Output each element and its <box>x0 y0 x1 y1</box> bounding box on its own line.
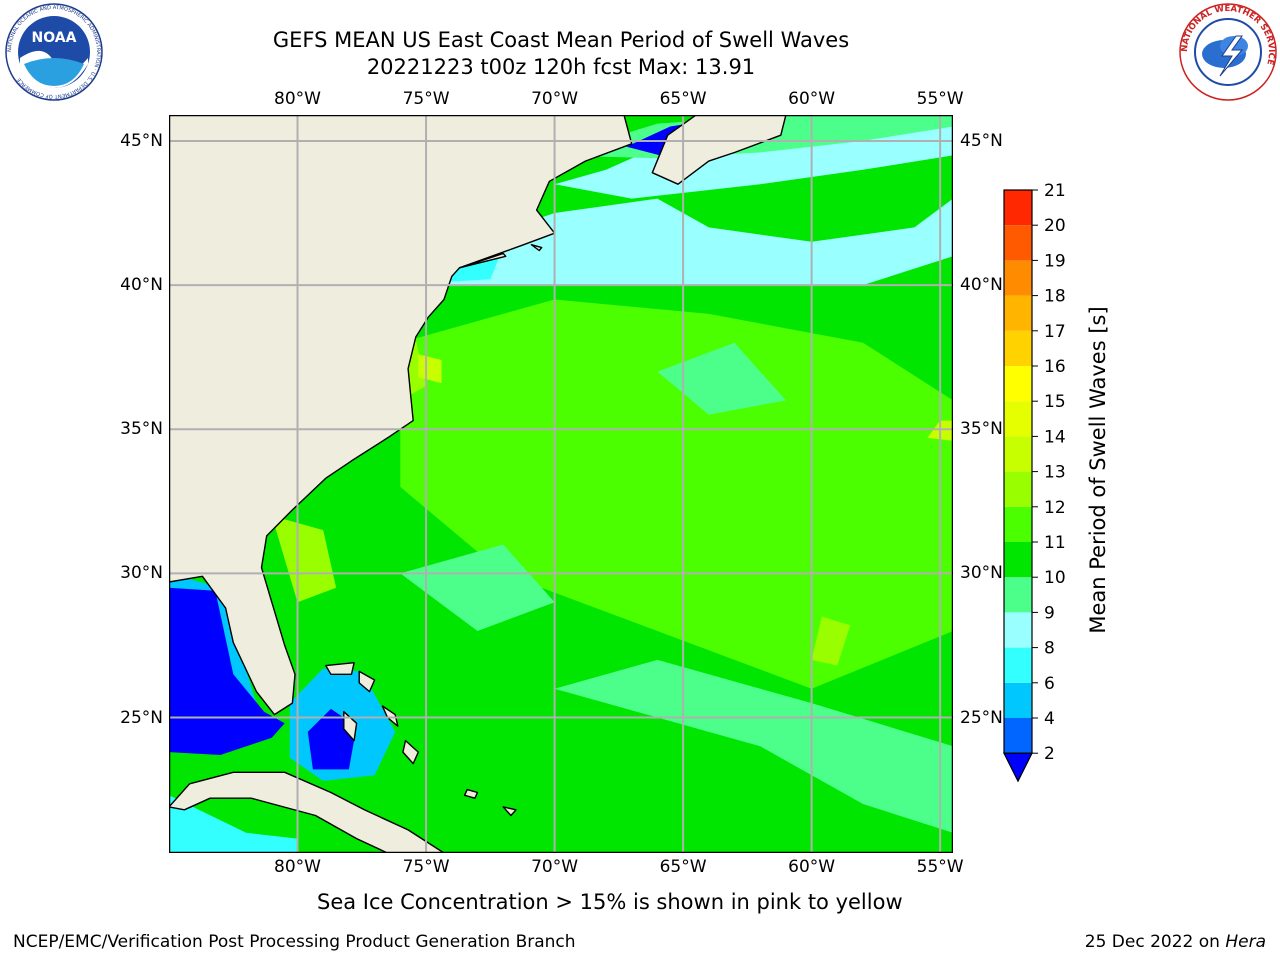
lat-tick-label-right: 35°N <box>960 419 1003 440</box>
swell-region-2 <box>400 544 555 631</box>
island-0 <box>325 662 355 675</box>
lat-tick-label-left: 45°N <box>120 130 163 151</box>
footer-credit: NCEP/EMC/Verification Post Processing Pr… <box>13 932 576 952</box>
colorbar-box <box>1004 330 1032 366</box>
sea-ice-note: Sea Ice Concentration > 15% is shown in … <box>317 890 903 914</box>
cuba-land <box>169 771 445 853</box>
colorbar-tick-label: 10 <box>1044 568 1066 588</box>
land-layer <box>169 115 787 853</box>
colorbar-tick-label: 8 <box>1044 639 1055 659</box>
colorbar-box <box>1004 542 1032 578</box>
colorbar-tick-label: 9 <box>1044 603 1055 623</box>
lat-tick-label-right: 40°N <box>960 275 1003 296</box>
map-panel <box>169 115 953 853</box>
colorbar-box <box>1004 577 1032 613</box>
colorbar-tick-label: 16 <box>1044 357 1066 377</box>
swell-region-9 <box>554 126 953 199</box>
colorbar-box <box>1004 225 1032 261</box>
lat-tick-label-right: 30°N <box>960 563 1003 584</box>
lon-tick-label-bottom: 80°W <box>274 857 321 877</box>
lon-tick-label-top: 55°W <box>916 89 964 109</box>
colorbar-box <box>1004 190 1032 226</box>
map-title: GEFS MEAN US East Coast Mean Period of S… <box>272 28 850 52</box>
swell-region-3 <box>657 342 786 415</box>
lon-tick-label-top: 60°W <box>788 89 836 109</box>
colorbar-tick-label: 13 <box>1044 463 1066 483</box>
lon-tick-label-bottom: 65°W <box>659 857 707 877</box>
colorbar: 2 4 6 8 9 10 11 12 13 14 15 16 17 18 19 20 21 <box>1003 181 1066 783</box>
colorbar-box <box>1004 612 1032 648</box>
map-subtitle: 20221223 t00z 120h fcst Max: 13.91 <box>366 55 756 79</box>
colorbar-tick-label: 14 <box>1044 427 1066 447</box>
lat-tick-label-left: 35°N <box>120 419 163 440</box>
colorbar-box <box>1004 401 1032 437</box>
lon-tick-label-bottom: 55°W <box>916 857 964 877</box>
noaa-logo: NOAA NATIONAL OCEANIC AND ATMOSPHERIC AD… <box>5 3 103 101</box>
colorbar-tick-label: 15 <box>1044 392 1066 412</box>
island-8 <box>458 252 507 269</box>
graticule <box>169 115 953 853</box>
colorbar-tick-label: 18 <box>1044 287 1066 307</box>
colorbar-box <box>1004 718 1032 754</box>
lat-tick-label-left: 30°N <box>120 563 163 584</box>
island-6 <box>502 806 517 817</box>
colorbar-tick-label: 12 <box>1044 498 1066 518</box>
colorbar-tick-label: 11 <box>1044 533 1066 553</box>
colorbar-box <box>1004 436 1032 472</box>
colorbar-box <box>1004 506 1032 542</box>
nws-logo: NATIONAL WEATHER SERVICE <box>1179 3 1277 101</box>
lat-tick-label-right: 45°N <box>960 130 1003 151</box>
swell-region-0 <box>400 299 953 689</box>
swell-region-13 <box>169 587 285 755</box>
colorbar-boxes: 2 4 6 8 9 10 11 12 13 14 15 16 17 18 19 20 21 <box>1003 181 1066 783</box>
swell-region-16 <box>169 795 298 853</box>
footer-host: Hera <box>1225 932 1266 952</box>
map-svg <box>169 115 953 853</box>
lon-tick-label-bottom: 70°W <box>531 857 579 877</box>
colorbar-box <box>1004 647 1032 683</box>
lat-tick-label-left: 25°N <box>120 707 163 728</box>
colorbar-tick-label: 21 <box>1044 181 1066 201</box>
lon-tick-label-top: 75°W <box>402 89 450 109</box>
footer-date-text: 25 Dec 2022 on <box>1084 932 1226 952</box>
lat-tick-label-left: 40°N <box>120 275 163 296</box>
lon-tick-label-top: 65°W <box>659 89 707 109</box>
colorbar-box <box>1004 366 1032 402</box>
nova-scotia-land <box>651 115 787 185</box>
colorbar-box <box>1004 682 1032 718</box>
lon-tick-label-bottom: 75°W <box>402 857 450 877</box>
lon-tick-label-top: 80°W <box>274 89 321 109</box>
colorbar-under-triangle <box>1003 752 1033 783</box>
island-3 <box>381 705 399 727</box>
colorbar-box <box>1004 471 1032 507</box>
colorbar-box <box>1004 260 1032 296</box>
colorbar-tick-label: 17 <box>1044 322 1066 342</box>
swell-region-19 <box>811 616 851 666</box>
swell-region-5 <box>271 515 337 603</box>
lat-tick-label-right: 25°N <box>960 707 1003 728</box>
island-1 <box>358 670 376 693</box>
island-2 <box>343 711 358 742</box>
colorbar-tick-label: 2 <box>1044 744 1055 764</box>
footer-date: 25 Dec 2022 on Hera <box>1085 932 1266 952</box>
colorbar-tick-label: 20 <box>1044 216 1066 236</box>
north-america-land <box>169 115 633 716</box>
island-7 <box>530 243 543 252</box>
colorbar-tick-label: 4 <box>1044 709 1055 729</box>
colorbar-label: Mean Period of Swell Waves [s] <box>1086 306 1110 634</box>
lon-tick-label-bottom: 60°W <box>788 857 836 877</box>
colorbar-tick-label: 6 <box>1044 674 1055 694</box>
colorbar-tick-label: 19 <box>1044 251 1066 271</box>
island-4 <box>402 739 420 765</box>
noaa-wordmark: NOAA <box>32 30 77 46</box>
swell-region-1 <box>554 659 953 833</box>
lon-tick-label-top: 70°W <box>531 89 579 109</box>
colorbar-box <box>1004 295 1032 331</box>
map-border <box>169 115 953 853</box>
island-5 <box>463 788 479 799</box>
swell-region-8 <box>426 198 953 286</box>
swell-region-6 <box>418 354 442 384</box>
